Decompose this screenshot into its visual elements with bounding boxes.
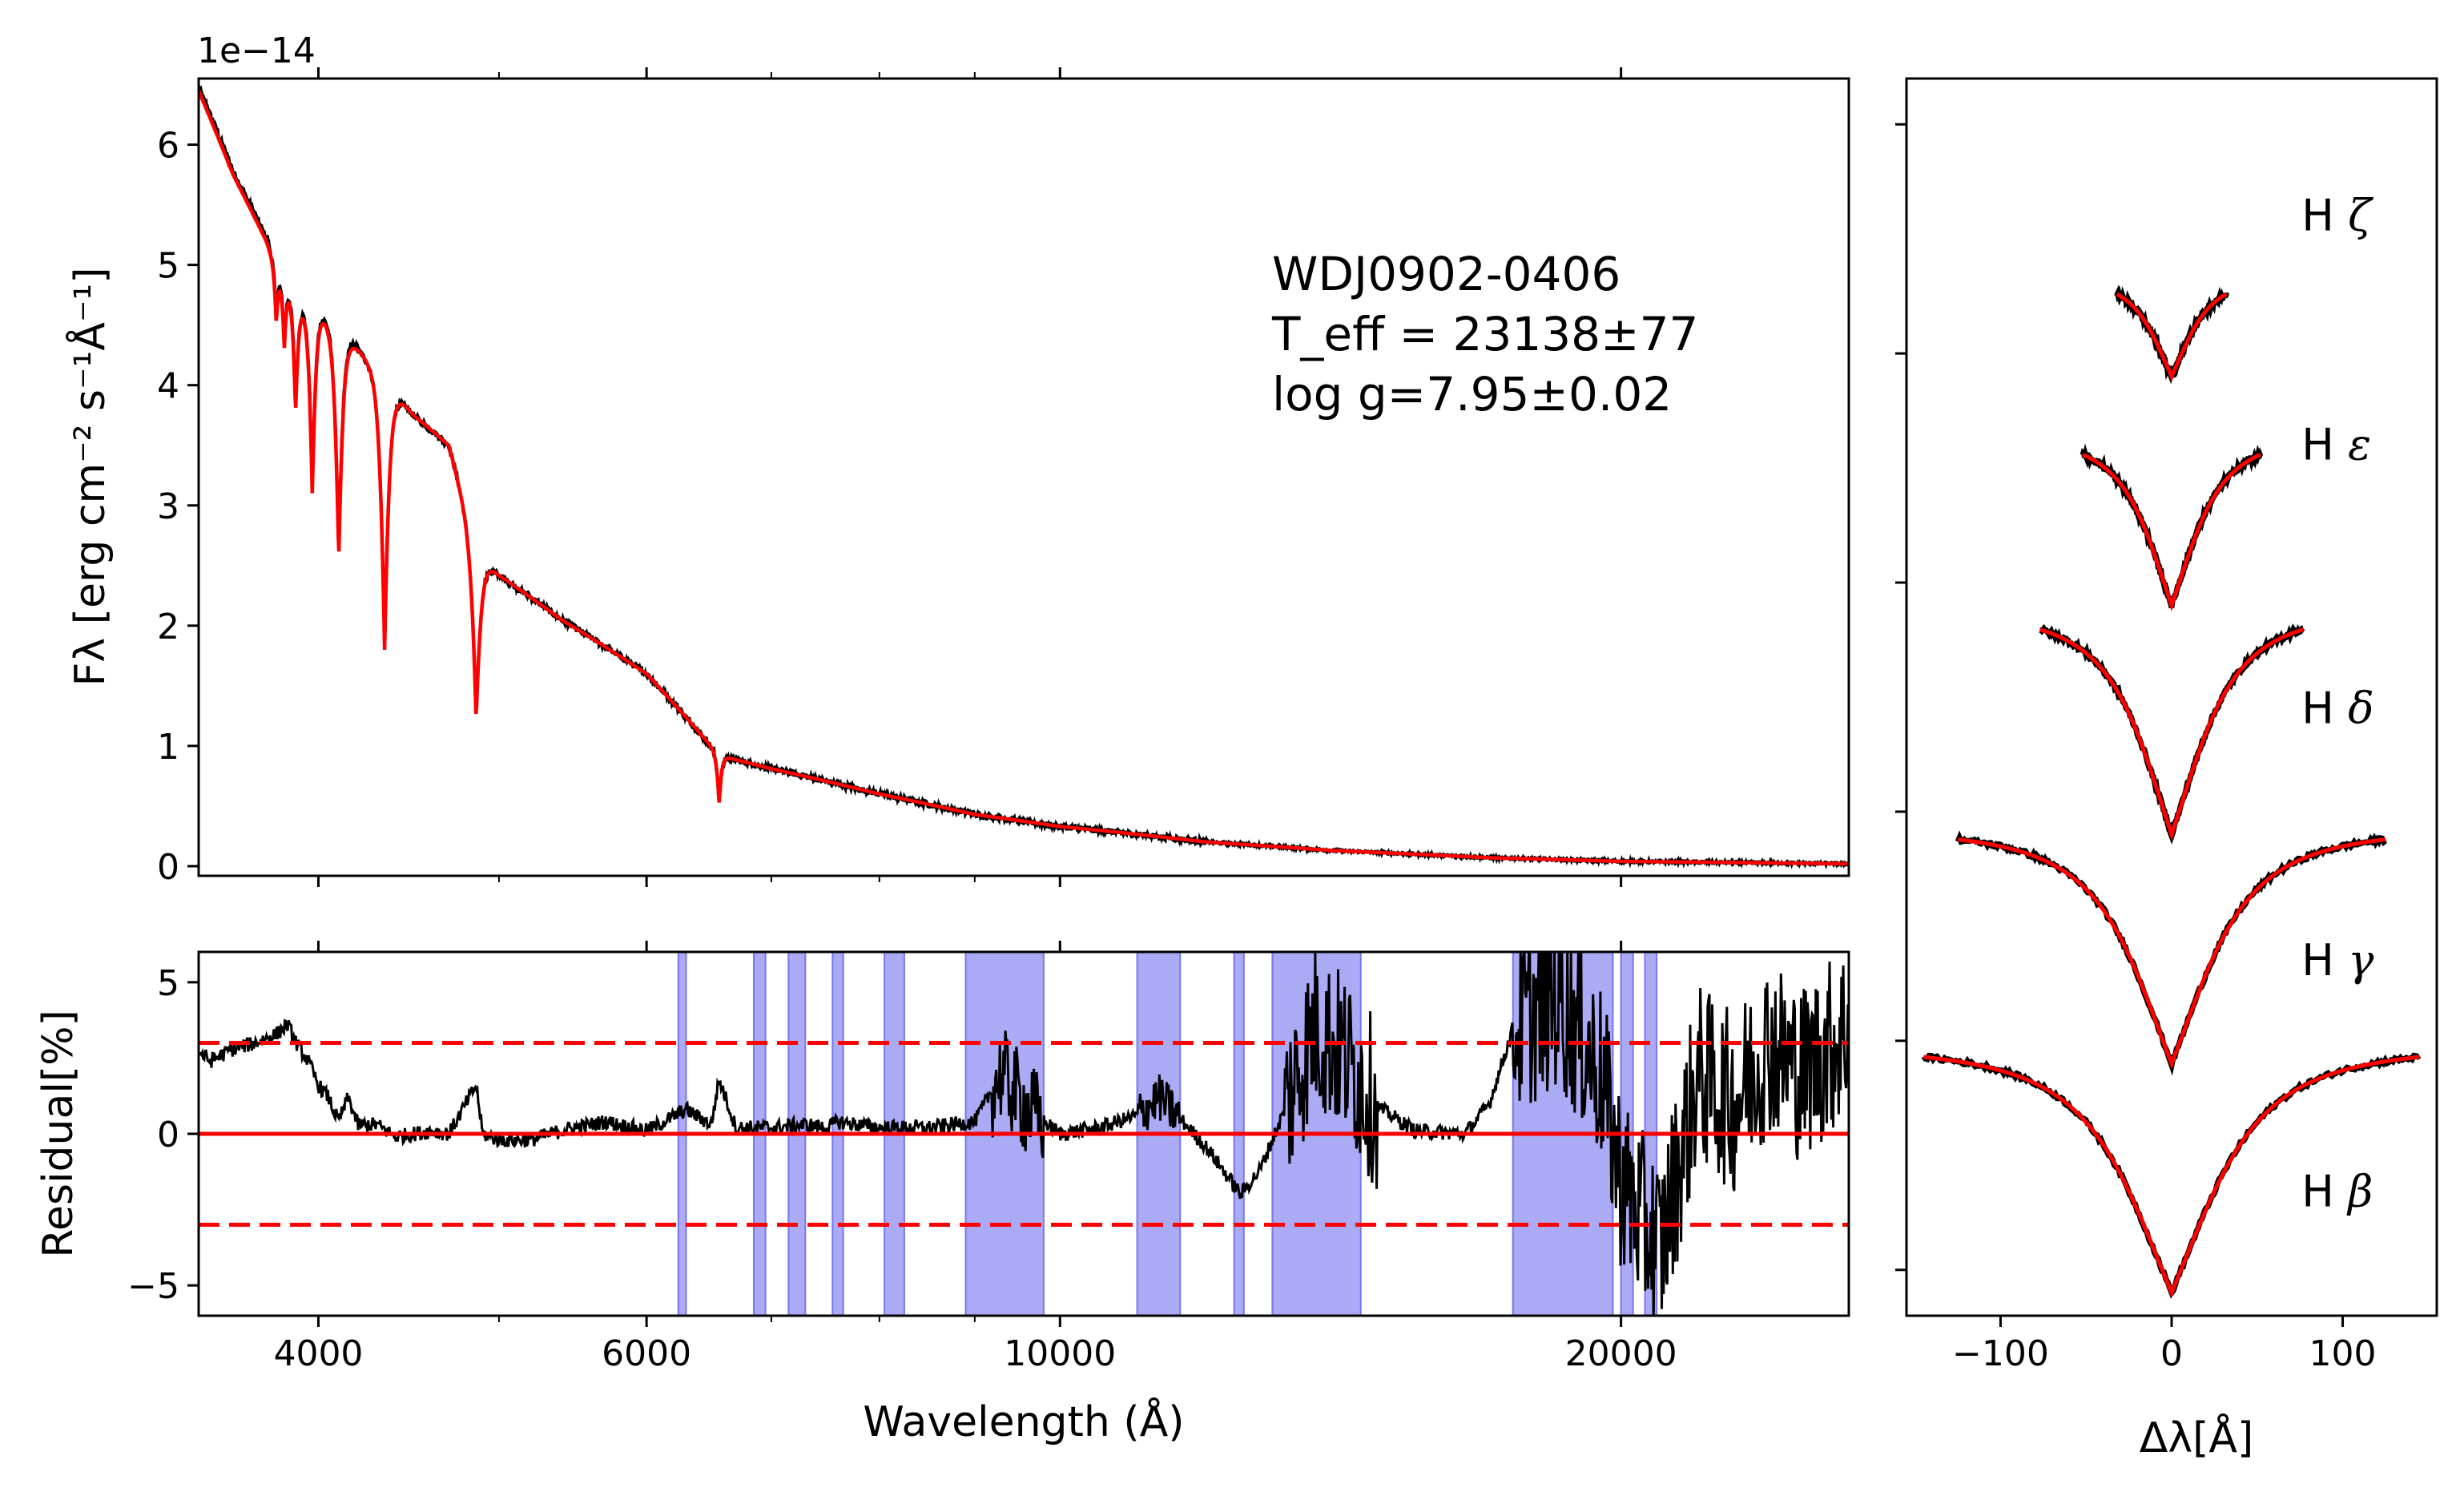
profile-label: H ζ bbox=[2301, 191, 2373, 241]
profiles-xtick-label: 100 bbox=[2309, 1333, 2377, 1374]
residual-xtick-label: 10000 bbox=[1004, 1333, 1116, 1374]
residual-ytick-label: 5 bbox=[157, 963, 179, 1004]
residual-ytick-label: −5 bbox=[127, 1266, 179, 1307]
annotation-teff: T_eff = 23138±77 bbox=[1271, 307, 1698, 361]
profiles-panel: H ζ H ε H δ H γ H β −100 0 100 Δλ[Å] bbox=[1895, 77, 2438, 1462]
residual-reference-lines bbox=[199, 1041, 1849, 1227]
profile-label: H ε bbox=[2301, 419, 2371, 470]
profile-label: H β bbox=[2301, 1167, 2373, 1217]
profiles-xtick-label: −100 bbox=[1952, 1333, 2049, 1374]
profiles-line-labels: H ζ H ε H δ H γ H β bbox=[2301, 191, 2374, 1217]
profile-label: H δ bbox=[2301, 683, 2373, 733]
profile-model-line bbox=[2039, 627, 2305, 841]
spectrum-ytick-label: 6 bbox=[157, 126, 179, 167]
profiles-plot-area bbox=[1906, 79, 2437, 1316]
spectrum-ytick-label: 2 bbox=[157, 607, 179, 647]
profile-label: H γ bbox=[2301, 935, 2374, 986]
spectrum-offset-text: 1e−14 bbox=[197, 30, 316, 71]
annotation-logg: log g=7.95±0.02 bbox=[1272, 367, 1672, 421]
residual-ytick-label: 0 bbox=[157, 1115, 179, 1155]
residual-ticks: 4000 6000 10000 20000 −5 0 5 bbox=[127, 941, 1677, 1374]
profiles-xlabel: Δλ[Å] bbox=[2140, 1413, 2254, 1462]
profiles-ticks: −100 0 100 bbox=[1895, 123, 2377, 1374]
spectrum-ytick-label: 5 bbox=[157, 246, 179, 287]
spectrum-ticks: 0 1 2 3 4 5 6 bbox=[157, 67, 1623, 888]
residual-ylabel: Residual[%] bbox=[34, 1010, 83, 1258]
profile-model-line bbox=[1923, 1054, 2420, 1298]
residual-xtick-label: 20000 bbox=[1565, 1333, 1677, 1374]
residual-xtick-label: 4000 bbox=[273, 1333, 363, 1374]
residual-line bbox=[199, 952, 1849, 1316]
spectrum-model-line bbox=[199, 90, 1849, 866]
profile-model-line bbox=[2116, 292, 2228, 382]
spectrum-series-group bbox=[199, 85, 1849, 870]
spectrum-ytick-label: 1 bbox=[157, 727, 179, 768]
profile-model-line bbox=[1957, 837, 2386, 1070]
residual-series-group bbox=[199, 952, 1849, 1316]
residual-xlabel: Wavelength (Å) bbox=[863, 1397, 1184, 1446]
annotation-object: WDJ0902-0406 bbox=[1272, 247, 1621, 301]
spectrum-ytick-label: 4 bbox=[157, 366, 179, 407]
residual-panel: 4000 6000 10000 20000 −5 0 5 Wavelength (Å) Re… bbox=[34, 941, 1850, 1446]
spectrum-ytick-label: 0 bbox=[157, 847, 179, 888]
spectrum-axes-frame bbox=[197, 77, 1850, 877]
profiles-series-group bbox=[1921, 284, 2422, 1299]
spectrum-ytick-label: 3 bbox=[157, 486, 179, 527]
profile-model-line bbox=[2082, 453, 2261, 611]
residual-xtick-label: 6000 bbox=[602, 1333, 691, 1374]
spectrum-plot-area bbox=[199, 79, 1849, 876]
profiles-xtick-label: 0 bbox=[2160, 1333, 2183, 1374]
spectrum-annotation: WDJ0902-0406 T_eff = 23138±77 log g=7.95… bbox=[1271, 247, 1698, 421]
spectrum-ylabel: Fλ [erg cm⁻² s⁻¹Å⁻¹] bbox=[65, 267, 115, 686]
spectrum-panel: 0 1 2 3 4 5 6 1e−14 Fλ [erg cm⁻² s⁻¹Å⁻¹] WDJ09… bbox=[65, 30, 1850, 888]
